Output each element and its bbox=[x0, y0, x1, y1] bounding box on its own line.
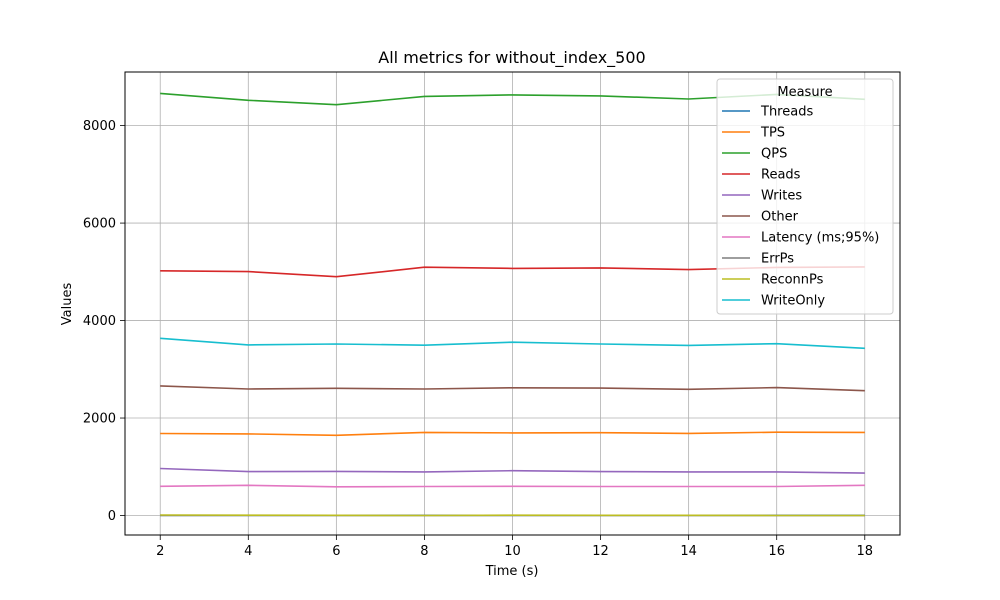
legend-title: Measure bbox=[777, 85, 832, 100]
y-axis-label: Values bbox=[60, 283, 75, 326]
x-tick-label: 10 bbox=[504, 544, 521, 559]
series-line-other bbox=[160, 385, 865, 392]
legend-label-other: Other bbox=[761, 210, 799, 225]
x-tick-label: 12 bbox=[592, 544, 609, 559]
x-tick-label: 2 bbox=[156, 544, 164, 559]
legend-label-tps: TPS bbox=[760, 126, 785, 141]
legend-label-errps: ErrPs bbox=[761, 252, 794, 267]
legend-label-latency-ms-95: Latency (ms;95%) bbox=[761, 231, 879, 246]
x-tick-label: 18 bbox=[856, 544, 873, 559]
y-tick-label: 0 bbox=[108, 509, 116, 524]
y-tick-label: 8000 bbox=[83, 119, 116, 134]
x-tick-label: 6 bbox=[332, 544, 340, 559]
y-axis-ticks: 0 2000 4000 6000 8000 bbox=[83, 119, 125, 524]
chart-title: All metrics for without_index_500 bbox=[378, 48, 645, 68]
x-tick-label: 16 bbox=[768, 544, 785, 559]
x-tick-label: 4 bbox=[244, 544, 252, 559]
legend-label-writeonly: WriteOnly bbox=[761, 294, 825, 309]
legend-label-qps: QPS bbox=[761, 147, 787, 162]
y-tick-label: 4000 bbox=[83, 314, 116, 329]
x-axis-label: Time (s) bbox=[485, 564, 539, 579]
legend-items: Threads TPS QPS Reads Writes Other Latency (ms… bbox=[722, 105, 879, 309]
legend: Measure Threads TPS QPS Reads Writes Other Lat… bbox=[716, 78, 894, 315]
y-tick-label: 6000 bbox=[83, 217, 116, 232]
legend-box bbox=[716, 78, 894, 315]
legend-label-reads: Reads bbox=[761, 168, 801, 183]
legend-label-reconnps: ReconnPs bbox=[761, 273, 824, 288]
x-tick-label: 8 bbox=[420, 544, 428, 559]
legend-label-writes: Writes bbox=[761, 189, 802, 204]
plot-lines bbox=[160, 92, 865, 517]
series-line-writeonly bbox=[160, 337, 865, 350]
x-tick-label: 14 bbox=[680, 544, 697, 559]
series-line-latency-ms-95 bbox=[160, 484, 865, 488]
series-line-writes bbox=[160, 467, 865, 474]
series-line-tps bbox=[160, 431, 865, 437]
x-axis-ticks: 2 4 6 8 10 12 14 16 18 bbox=[156, 535, 873, 559]
series-line-reconnps bbox=[160, 514, 865, 517]
legend-label-threads: Threads bbox=[760, 105, 813, 120]
y-tick-label: 2000 bbox=[83, 412, 116, 427]
